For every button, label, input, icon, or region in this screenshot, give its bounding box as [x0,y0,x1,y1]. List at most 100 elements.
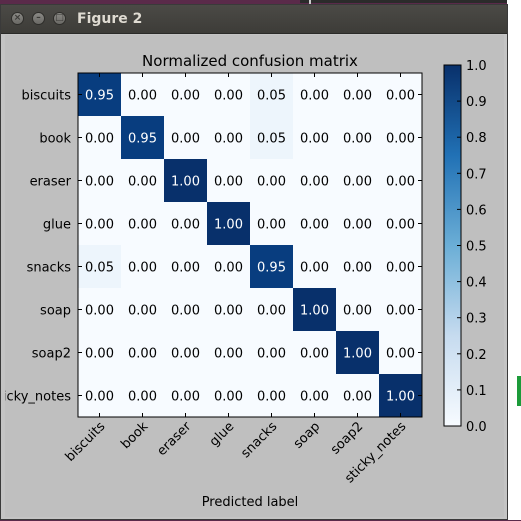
cell-value: 0.00 [128,218,157,233]
x-tick-label: eraser [154,419,194,459]
y-tick-label: book [39,132,71,147]
cell-value: 0.00 [171,218,200,233]
y-tick-label: glue [43,218,71,233]
cell-value: 0.00 [128,261,157,276]
figure-window: × – □ Figure 2 0.95 0.00 0.00 0.00 0.05 0.00 0… [0,4,508,520]
cell-value: 0.95 [85,89,114,104]
cell-value: 0.00 [85,347,114,362]
cell-value: 0.00 [85,304,114,319]
cell-value: 0.00 [343,89,372,104]
cell-value: 0.00 [257,175,286,190]
cell-value: 0.00 [300,89,329,104]
figure-canvas: 0.95 0.00 0.00 0.00 0.05 0.00 0.00 0.00 0.00 0.95… [5,35,504,517]
cell-value: 0.00 [343,390,372,405]
cell-value: 1.00 [300,304,329,319]
x-tick-label: soap2 [328,419,366,457]
desktop-green-element [517,376,521,406]
cell-value: 1.00 [343,347,372,362]
cell-value: 0.00 [300,132,329,147]
cell-value: 0.00 [300,218,329,233]
x-tick-label: snacks [238,419,280,461]
cell-value: 0.00 [171,390,200,405]
window-title: Figure 2 [77,11,142,27]
cell-value: 0.00 [171,347,200,362]
cell-value: 0.05 [257,89,286,104]
colorbar-tick-label: 1.0 [466,59,487,74]
colorbar-tick-label: 0.0 [466,420,487,435]
cell-value: 0.05 [257,132,286,147]
cell-value: 0.00 [214,175,243,190]
cell-value: 0.00 [128,175,157,190]
cell-value: 0.00 [214,261,243,276]
cell-value: 0.00 [85,175,114,190]
cell-value: 0.00 [300,261,329,276]
cell-value: 0.00 [128,347,157,362]
cell-value: 0.00 [214,132,243,147]
cell-value: 0.00 [85,132,114,147]
cell-value: 0.95 [257,261,286,276]
cell-value: 0.00 [85,218,114,233]
confusion-matrix-chart: 0.95 0.00 0.00 0.00 0.05 0.00 0.00 0.00 0.00 0.95… [5,35,504,517]
colorbar-tick-label: 0.4 [466,276,487,291]
cell-value: 0.00 [171,89,200,104]
y-tick-label: snacks [27,261,72,276]
cell-value: 0.00 [300,347,329,362]
cell-value: 1.00 [171,175,200,190]
x-tick-label: biscuits [63,419,109,465]
cell-value: 0.00 [85,390,114,405]
cell-value: 1.00 [386,390,415,405]
chart-title: Normalized confusion matrix [142,52,358,70]
cell-value: 0.00 [386,261,415,276]
cell-value: 0.00 [386,89,415,104]
colorbar-tick-label: 0.9 [466,95,487,110]
x-tick-label: glue [207,419,237,449]
y-tick-label: soap2 [32,347,71,362]
x-tick-label: soap [291,419,323,451]
cell-value: 0.00 [128,390,157,405]
cell-value: 0.00 [257,347,286,362]
cell-value: 0.00 [343,218,372,233]
close-icon[interactable]: × [11,12,24,25]
cell-value: 0.00 [386,304,415,319]
y-tick-label: soap [40,304,71,319]
cell-value: 0.00 [257,390,286,405]
colorbar-tick-label: 0.8 [466,131,487,146]
maximize-icon[interactable]: □ [53,12,66,25]
colorbar-tick-label: 0.1 [466,384,487,399]
cell-value: 0.00 [214,304,243,319]
colorbar-tick-label: 0.5 [466,240,487,255]
cell-value: 0.00 [343,132,372,147]
cell-value: 0.00 [128,304,157,319]
y-tick-label: biscuits [21,89,71,104]
y-tick-label: icky_notes [5,390,71,405]
cell-value: 0.00 [214,347,243,362]
colorbar-tick-label: 0.3 [466,312,487,327]
x-tick-label: book [118,419,151,452]
cell-value: 0.95 [128,132,157,147]
desktop-top-bar [300,0,521,3]
cell-value: 0.00 [257,218,286,233]
cell-value: 0.00 [300,175,329,190]
minimize-icon[interactable]: – [32,12,45,25]
cell-value: 0.00 [128,89,157,104]
x-axis-label: Predicted label [202,495,299,510]
cell-value: 0.00 [343,261,372,276]
window-titlebar[interactable]: × – □ Figure 2 [1,5,507,34]
cell-value: 0.00 [386,347,415,362]
cell-value: 0.00 [214,390,243,405]
cell-value: 0.00 [257,304,286,319]
cell-value: 0.00 [214,89,243,104]
cell-value: 0.05 [85,261,114,276]
cell-value: 0.00 [171,261,200,276]
cell-value: 0.00 [171,132,200,147]
y-tick-label: eraser [30,175,72,190]
cell-value: 1.00 [214,218,243,233]
colorbar-tick-label: 0.7 [466,167,487,182]
cell-value: 0.00 [386,132,415,147]
cell-value: 0.00 [171,304,200,319]
cell-value: 0.00 [300,390,329,405]
cell-value: 0.00 [343,304,372,319]
colorbar-tick-label: 0.2 [466,348,487,363]
colorbar-tick-label: 0.6 [466,203,487,218]
cell-value: 0.00 [386,175,415,190]
